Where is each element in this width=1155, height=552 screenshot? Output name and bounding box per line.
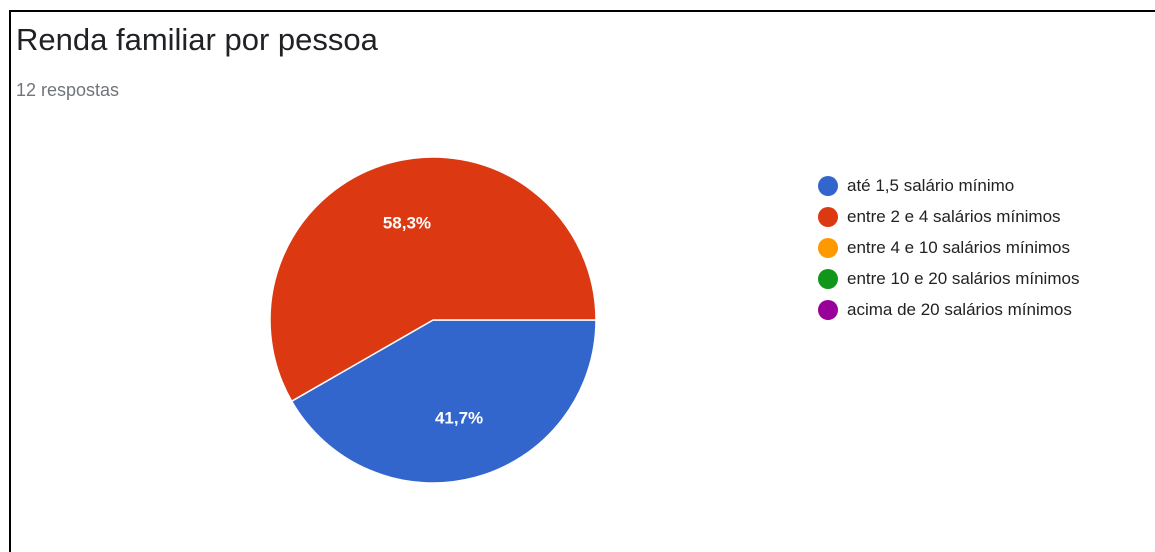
legend-item[interactable]: acima de 20 salários mínimos — [818, 294, 1079, 325]
legend-item[interactable]: até 1,5 salário mínimo — [818, 170, 1079, 201]
legend-item[interactable]: entre 10 e 20 salários mínimos — [818, 263, 1079, 294]
legend-item[interactable]: entre 2 e 4 salários mínimos — [818, 201, 1079, 232]
legend-swatch — [818, 268, 838, 289]
chart-title: Renda familiar por pessoa — [16, 22, 378, 57]
pie-slice[interactable] — [290, 319, 597, 484]
legend-label: entre 10 e 20 salários mínimos — [847, 268, 1080, 288]
chart-legend: até 1,5 salário mínimo entre 2 e 4 salári… — [818, 170, 1079, 325]
legend-label: entre 2 e 4 salários mínimos — [847, 206, 1061, 226]
legend-swatch — [818, 175, 838, 196]
legend-item[interactable]: entre 4 e 10 salários mínimos — [818, 232, 1079, 263]
legend-label: até 1,5 salário mínimo — [847, 175, 1015, 195]
slice-value-label: 41,7% — [435, 409, 483, 428]
legend-swatch — [818, 206, 838, 227]
legend-swatch — [818, 299, 838, 320]
pie-slice[interactable] — [269, 156, 597, 403]
chart-frame — [9, 10, 1155, 552]
response-count: 12 respostas — [16, 80, 120, 100]
slice-value-label: 58,3% — [383, 213, 431, 232]
legend-label: acima de 20 salários mínimos — [847, 299, 1072, 319]
legend-label: entre 4 e 10 salários mínimos — [847, 237, 1070, 257]
legend-swatch — [818, 237, 838, 258]
